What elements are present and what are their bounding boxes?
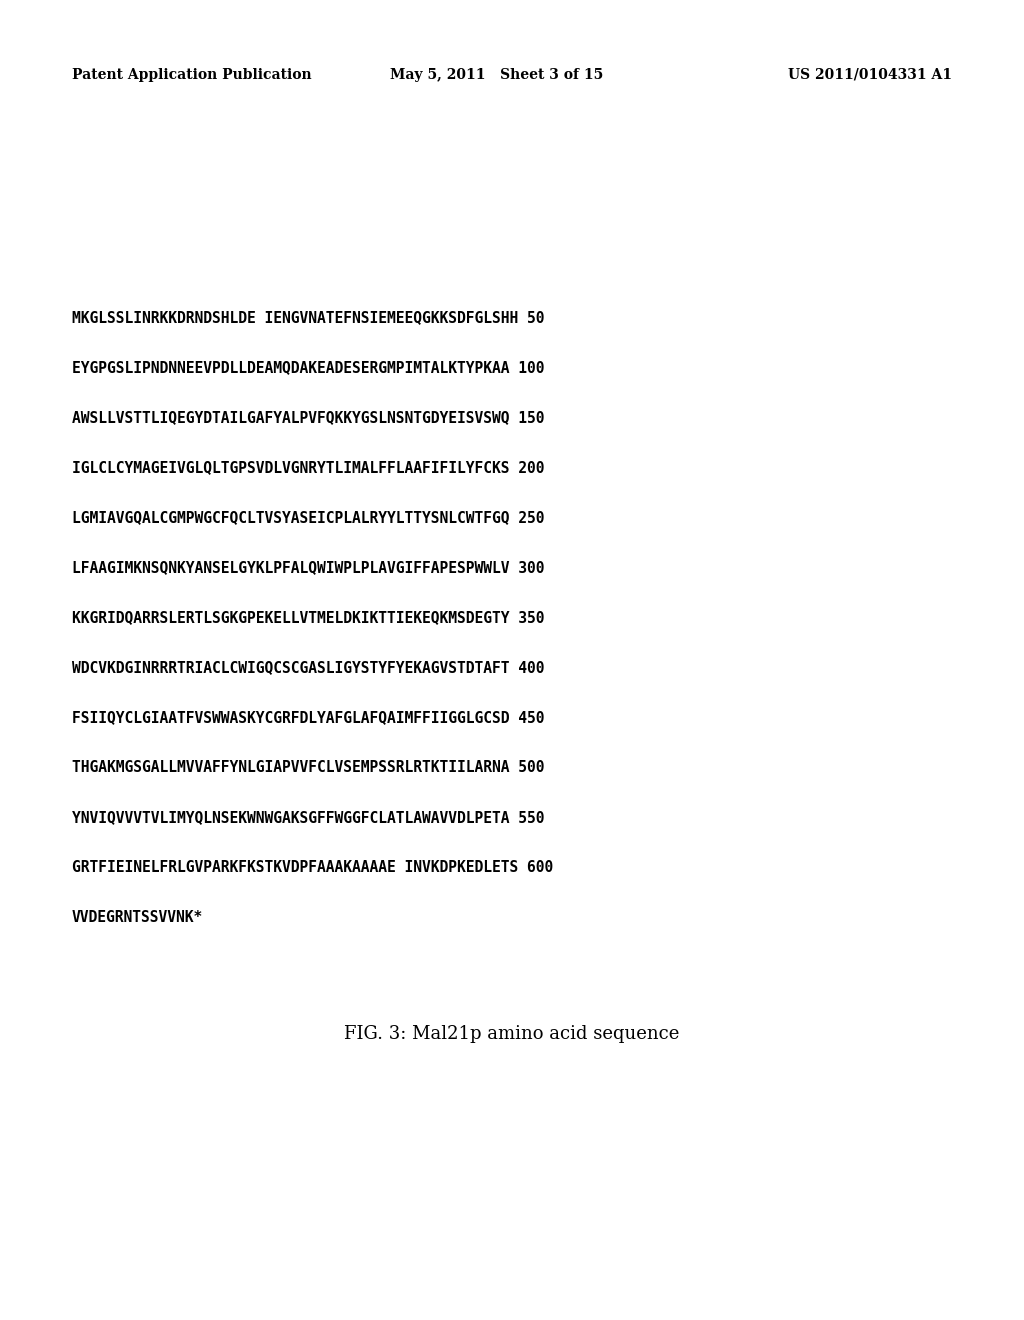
Text: LGMIAVGQALCGMPWGCFQCLTVSYASEICPLALRYYLTTYSNLCWTFGQ 250: LGMIAVGQALCGMPWGCFQCLTVSYASEICPLALRYYLTT… bbox=[72, 510, 545, 525]
Text: Patent Application Publication: Patent Application Publication bbox=[72, 69, 311, 82]
Text: AWSLLVSTTLIQEGYDTAILGAFYALPVFQKKYGSLNSNTGDYEISVSWQ 150: AWSLLVSTTLIQEGYDTAILGAFYALPVFQKKYGSLNSNT… bbox=[72, 411, 545, 425]
Text: US 2011/0104331 A1: US 2011/0104331 A1 bbox=[788, 69, 952, 82]
Text: GRTFIEINELFRLGVPARKFKSTKVDPFAAAKAAAAE INVKDPKEDLETS 600: GRTFIEINELFRLGVPARKFKSTKVDPFAAAKAAAAE IN… bbox=[72, 861, 553, 875]
Text: WDCVKDGINRRRTRIACLCWIGQCSCGASLIGYSTYFYEKAGVSTDTAFT 400: WDCVKDGINRRRTRIACLCWIGQCSCGASLIGYSTYFYEK… bbox=[72, 660, 545, 675]
Text: FSIIQYCLGIAATFVSWWASKYCGRFDLYAFGLAFQAIMFFIIGGLGCSD 450: FSIIQYCLGIAATFVSWWASKYCGRFDLYAFGLAFQAIMF… bbox=[72, 710, 545, 725]
Text: FIG. 3: Mal21p amino acid sequence: FIG. 3: Mal21p amino acid sequence bbox=[344, 1026, 680, 1043]
Text: VVDEGRNTSSVVNK*: VVDEGRNTSSVVNK* bbox=[72, 909, 203, 925]
Text: YNVIQVVVTVLIMYQLNSEKWNWGAKSGFFWGGFCLATLAWAVVDLPETA 550: YNVIQVVVTVLIMYQLNSEKWNWGAKSGFFWGGFCLATLA… bbox=[72, 810, 545, 825]
Text: May 5, 2011   Sheet 3 of 15: May 5, 2011 Sheet 3 of 15 bbox=[390, 69, 603, 82]
Text: IGLCLCYMAGEIVGLQLTGPSVDLVGNRYTLIMALFFLAAFIFILYFCKS 200: IGLCLCYMAGEIVGLQLTGPSVDLVGNRYTLIMALFFLAA… bbox=[72, 459, 545, 475]
Text: THGAKMGSGALLMVVAFFYNLGIAPVVFCLVSEMPSSRLRTKTIILARNA 500: THGAKMGSGALLMVVAFFYNLGIAPVVFCLVSEMPSSRLR… bbox=[72, 760, 545, 775]
Text: EYGPGSLIPNDNNEEVPDLLDEAMQDAKEADESERGMPIMTALKTYPKAA 100: EYGPGSLIPNDNNEEVPDLLDEAMQDAKEADESERGMPIM… bbox=[72, 360, 545, 375]
Text: KKGRIDQARRSLERTLSGKGPEKELLVTMELDKIKTTIEKEQKMSDEGTY 350: KKGRIDQARRSLERTLSGKGPEKELLVTMELDKIKTTIEK… bbox=[72, 610, 545, 624]
Text: LFAAGIMKNSQNKYANSELGYKLPFALQWIWPLPLAVGIFFAPESPWWLV 300: LFAAGIMKNSQNKYANSELGYKLPFALQWIWPLPLAVGIF… bbox=[72, 560, 545, 576]
Text: MKGLSSLINRKKDRNDSHLDE IENGVNATEFNSIEMEEQGKKSDFGLSHH 50: MKGLSSLINRKKDRNDSHLDE IENGVNATEFNSIEMEEQ… bbox=[72, 310, 545, 325]
